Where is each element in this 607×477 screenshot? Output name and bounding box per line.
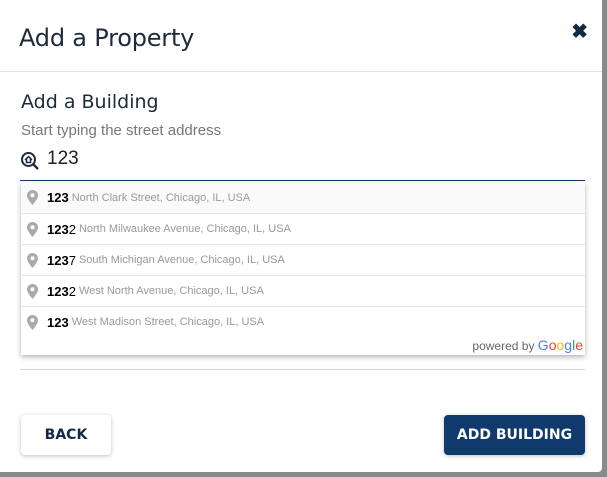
suggestion-number-rest: 2	[68, 283, 76, 299]
suggestion-address: West Madison Street, Chicago, IL, USA	[71, 316, 265, 328]
home-search-icon	[21, 152, 39, 170]
suggestion-match: 123	[47, 252, 69, 268]
suggestion-address: North Milwaukee Avenue, Chicago, IL, USA	[78, 223, 291, 235]
map-pin-icon	[27, 190, 38, 205]
map-pin-icon	[27, 283, 38, 299]
map-pin-icon	[27, 252, 38, 268]
back-button[interactable]: BACK	[21, 415, 111, 455]
suggestion-address: West North Avenue, Chicago, IL, USA	[78, 285, 264, 297]
map-pin-icon	[27, 314, 38, 330]
suggestion-item[interactable]: 123 West Madison Street, Chicago, IL, USA	[21, 306, 585, 337]
suggestion-match: 123	[47, 283, 69, 299]
suggestion-item[interactable]: 123 7 South Michigan Avenue, Chicago, IL, …	[21, 244, 585, 275]
dialog-title: Add a Property	[19, 24, 195, 52]
suggestion-item[interactable]: 123 North Clark Street, Chicago, IL, USA	[21, 182, 585, 213]
powered-by-google: powered by Google	[472, 337, 583, 353]
suggestion-match: 123	[47, 314, 69, 330]
map-pin-icon	[27, 221, 38, 237]
suggestion-item[interactable]: 123 2 North Milwaukee Avenue, Chicago, IL,…	[21, 213, 585, 244]
suggestion-match: 123	[47, 190, 69, 205]
suggestion-match: 123	[47, 221, 69, 237]
suggestions-dropdown: 123 North Clark Street, Chicago, IL, USA 1…	[21, 182, 585, 355]
suggestion-number-rest: 7	[68, 252, 76, 268]
suggestion-item[interactable]: 123 2 West North Avenue, Chicago, IL, USA	[21, 275, 585, 306]
suggestion-number-rest: 2	[68, 221, 76, 237]
google-logo: Google	[537, 337, 583, 353]
divider	[20, 369, 585, 370]
dialog-header: Add a Property ✖	[0, 0, 602, 72]
address-field[interactable]	[20, 146, 585, 181]
close-icon[interactable]: ✖	[571, 21, 588, 43]
section-heading: Add a Building	[21, 91, 159, 113]
add-building-button[interactable]: ADD BUILDING	[444, 415, 585, 455]
suggestion-address: North Clark Street, Chicago, IL, USA	[71, 191, 251, 204]
helper-text: Start typing the street address	[21, 122, 222, 139]
address-input[interactable]	[47, 148, 567, 170]
suggestion-address: South Michigan Avenue, Chicago, IL, USA	[78, 254, 285, 266]
